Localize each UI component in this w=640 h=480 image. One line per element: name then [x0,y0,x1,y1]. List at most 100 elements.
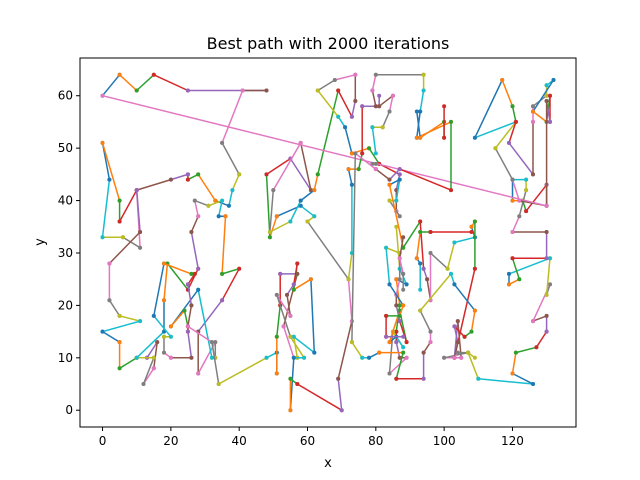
path-point [291,355,296,360]
path-segment [135,178,172,191]
path-point [442,104,447,109]
path-segment [101,142,121,202]
path-segment [467,351,480,380]
path-point [117,198,122,203]
path-segment [416,231,421,259]
path-point [185,177,190,182]
path-point [209,340,214,345]
path-segment [108,231,141,265]
path-point [414,256,419,261]
path-point [507,140,511,145]
path-point [404,355,409,360]
path-point [469,224,474,229]
path-segment [395,304,401,322]
path-segment [545,257,551,296]
path-point [356,167,361,172]
path-segment [381,110,391,128]
path-segment [221,215,227,275]
path-point [264,88,269,93]
path-segment [388,184,404,249]
path-point [336,114,341,119]
path-segment [337,378,343,411]
path-point [394,340,399,345]
path-segment [398,320,408,343]
path-point [353,99,358,103]
chart-title: Best path with 2000 iterations [207,34,450,53]
path-segment [221,142,240,176]
path-point [134,355,139,360]
path-segment [398,168,452,191]
path-point [401,303,406,308]
x-axis: 0 20 40 60 80 100 120 [99,427,524,448]
path-segment [317,89,339,176]
path-segment [347,278,353,322]
path-segment [398,257,404,275]
path-point [452,355,457,360]
path-segment [351,341,363,359]
path-point [339,408,344,413]
path-point [168,355,173,360]
path-segment [419,89,425,113]
y-axis: 0 10 20 30 40 50 60 [58,89,80,417]
path-point [288,376,293,381]
path-point [312,214,317,219]
path-segment [153,341,158,370]
path-segment [395,341,401,359]
path-point [117,340,122,345]
path-segment [388,94,394,113]
path-point [185,324,190,329]
path-segment [429,252,449,270]
path-point [414,135,419,140]
path-segment [190,215,199,233]
path-segment [501,79,514,107]
path-segment [395,336,404,349]
path-point [421,376,426,381]
path-point [544,230,549,234]
path-point [551,78,556,82]
path-point [418,261,423,266]
path-point [397,177,402,182]
path-point [360,151,365,156]
path-segment [416,110,421,139]
path-segment [146,341,158,359]
path-segment [511,257,521,280]
path-segment [194,199,199,218]
path-point [401,345,406,350]
path-point [421,88,426,93]
path-segment [289,336,305,359]
path-point [384,245,389,250]
path-segment [293,336,316,354]
path-point [384,313,389,318]
path-segment [511,105,517,123]
path-point [397,214,402,219]
path-point [397,172,402,177]
path-point [387,371,392,376]
path-point [394,329,399,334]
path-point [288,408,293,413]
path-point [151,313,156,318]
path-segment [474,79,503,139]
path-point [544,99,549,103]
path-point [428,340,433,345]
path-segment [265,157,292,176]
path-segment [118,357,138,370]
path-point [452,240,457,245]
path-point [387,177,392,182]
path-point [507,271,511,276]
path-point [377,350,382,355]
path-segment [508,142,534,176]
path-point [343,125,348,130]
path-segment [101,178,111,239]
path-segment [313,173,319,191]
path-segment [289,157,312,191]
path-point [531,109,535,114]
path-segment [494,147,514,181]
path-segment [101,74,121,97]
path-point [291,282,296,287]
path-segment [395,351,404,380]
path-segment [282,325,295,359]
path-point [285,292,289,297]
path-point [401,235,406,240]
path-point [138,245,143,250]
